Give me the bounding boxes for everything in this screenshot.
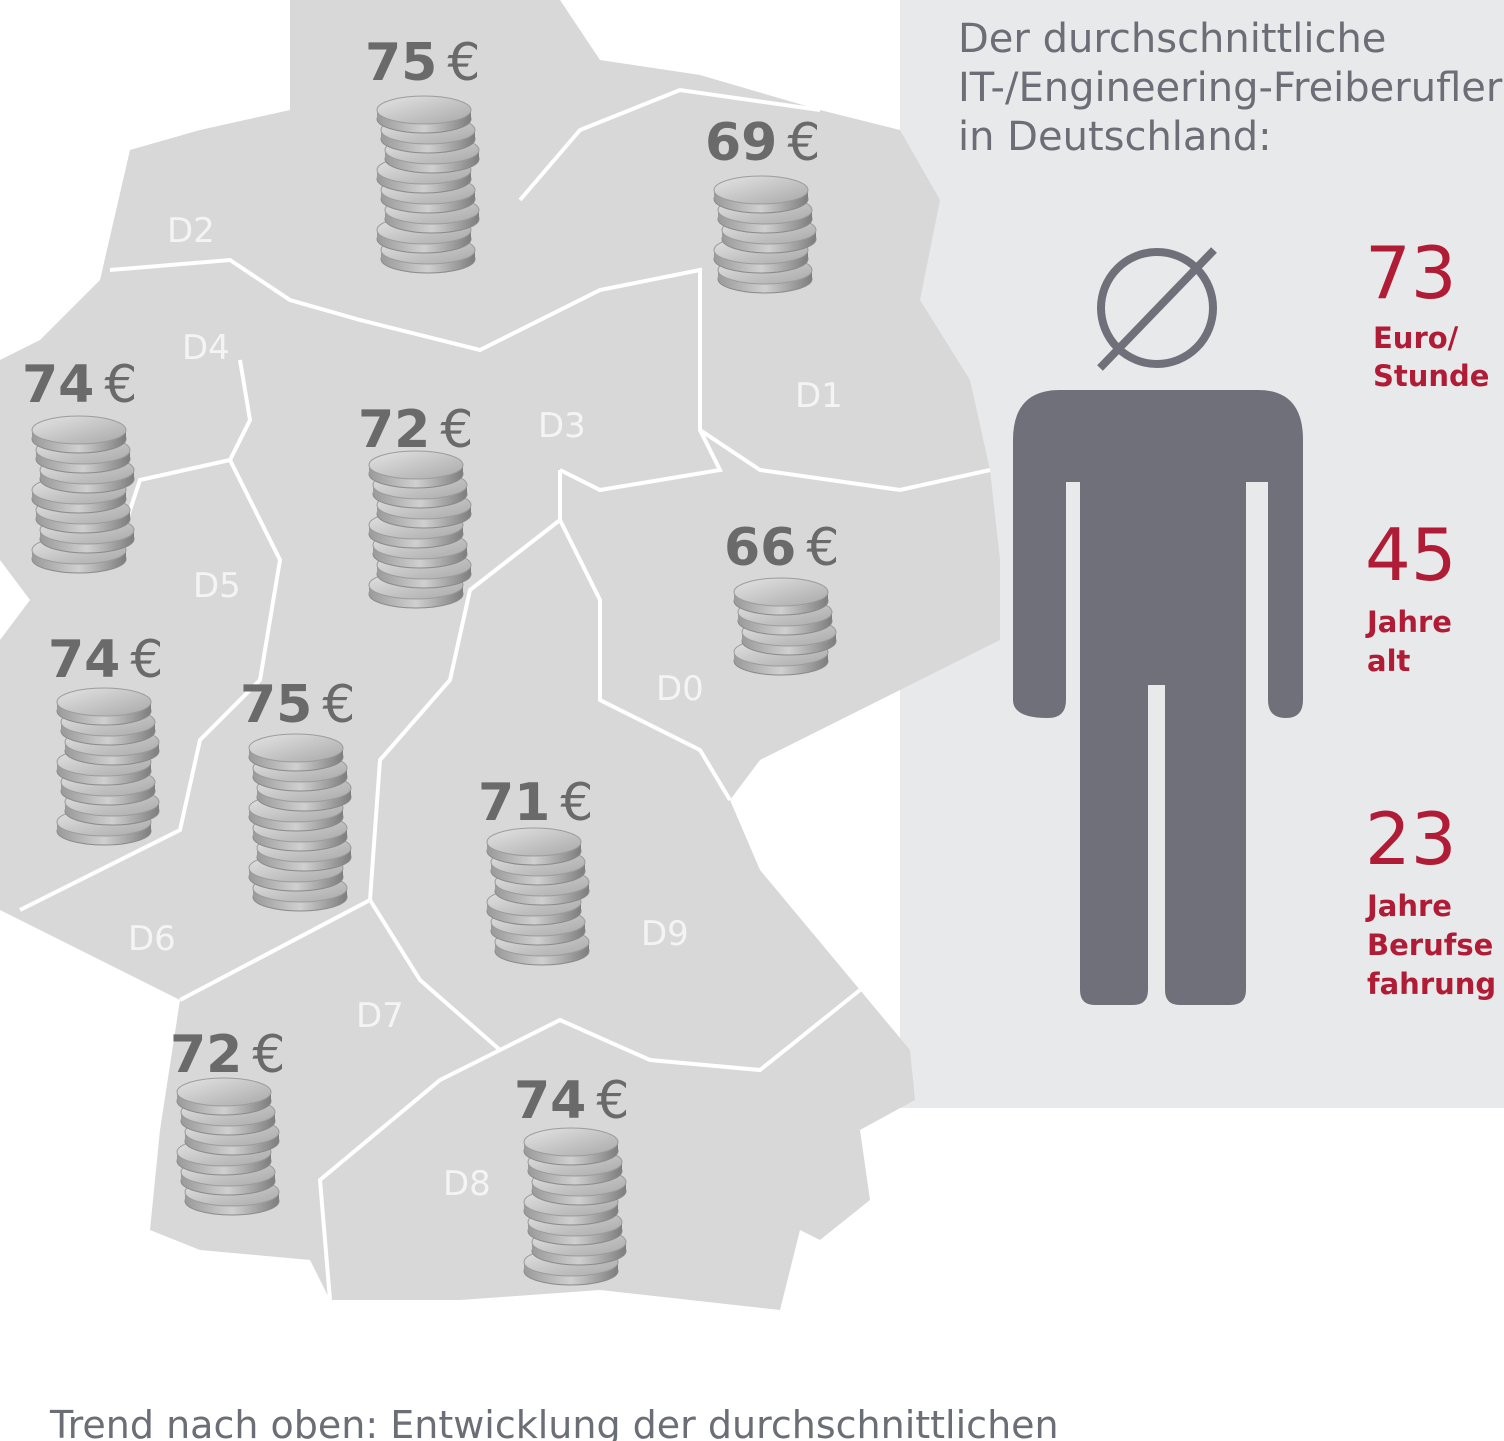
stat-label: Jahre: [1365, 889, 1452, 923]
stat-number: 45: [1365, 513, 1457, 597]
rate-value: 71: [478, 773, 550, 833]
rate-value: 66: [724, 518, 796, 578]
rate-value: 74: [48, 630, 120, 690]
currency-symbol: €: [447, 33, 480, 93]
coin-top: [713, 175, 809, 205]
stat-label: fahrung: [1367, 967, 1496, 1001]
rate-value: 69: [705, 113, 777, 173]
border: [317, 1048, 501, 1301]
border: [19, 459, 283, 912]
currency-symbol: €: [560, 773, 593, 833]
currency-symbol: €: [440, 400, 473, 460]
panel-title: in Deutschland:: [958, 114, 1272, 160]
region-label: D1: [795, 376, 843, 416]
coin-top: [733, 577, 829, 607]
coin-top: [368, 450, 464, 480]
region-label: D2: [167, 211, 215, 251]
panel-title: IT-/Engineering-Freiberufler: [958, 65, 1503, 111]
rate-value: 74: [514, 1071, 586, 1131]
region-borders: [19, 87, 991, 1301]
region-label: D8: [443, 1164, 491, 1204]
region-label: D6: [128, 919, 176, 959]
coin-top: [486, 827, 582, 857]
stat-number: 23: [1365, 797, 1457, 881]
stat-label: Euro/: [1373, 321, 1459, 355]
rate-value: 75: [240, 675, 312, 735]
region-label: D9: [641, 914, 689, 954]
currency-symbol: €: [252, 1025, 285, 1085]
stat-label: alt: [1367, 644, 1411, 678]
rate-value: 74: [22, 355, 94, 415]
region-label: D5: [193, 566, 241, 606]
border: [518, 87, 821, 202]
border: [558, 519, 732, 802]
coin-top: [376, 95, 472, 125]
average-symbol-slash: [1097, 247, 1217, 371]
person-icon: [1013, 247, 1303, 1005]
rate-value: 72: [358, 400, 430, 460]
caption: Trend nach oben: Entwicklung der durchsc…: [49, 1403, 1059, 1441]
region-label: D4: [182, 328, 230, 368]
coin-top: [248, 733, 344, 763]
average-symbol: [1097, 248, 1217, 368]
currency-symbol: €: [806, 518, 839, 578]
currency-symbol: €: [130, 630, 163, 690]
stat-label: Stunde: [1373, 359, 1489, 393]
coin-top: [31, 415, 127, 445]
currency-symbol: €: [596, 1071, 629, 1131]
currency-symbol: €: [787, 113, 820, 173]
currency-symbol: €: [104, 355, 137, 415]
person-body: [1013, 390, 1303, 1005]
coin-top: [56, 687, 152, 717]
region-label: D0: [656, 669, 704, 709]
coin-top: [523, 1127, 619, 1157]
coin-top: [176, 1077, 272, 1107]
panel-title: Der durchschnittliche: [958, 16, 1386, 62]
border: [368, 898, 862, 1073]
region-label: D7: [356, 996, 404, 1036]
stat-label: Berufse: [1367, 928, 1493, 962]
region-label: D3: [538, 406, 586, 446]
border: [559, 429, 723, 493]
stat-number: 73: [1365, 231, 1457, 315]
germany-map: [0, 0, 1000, 1310]
stat-label: Jahre: [1365, 605, 1452, 639]
rate-value: 75: [365, 33, 437, 93]
currency-symbol: €: [322, 675, 355, 735]
rate-value: 72: [170, 1025, 242, 1085]
border: [109, 257, 991, 493]
